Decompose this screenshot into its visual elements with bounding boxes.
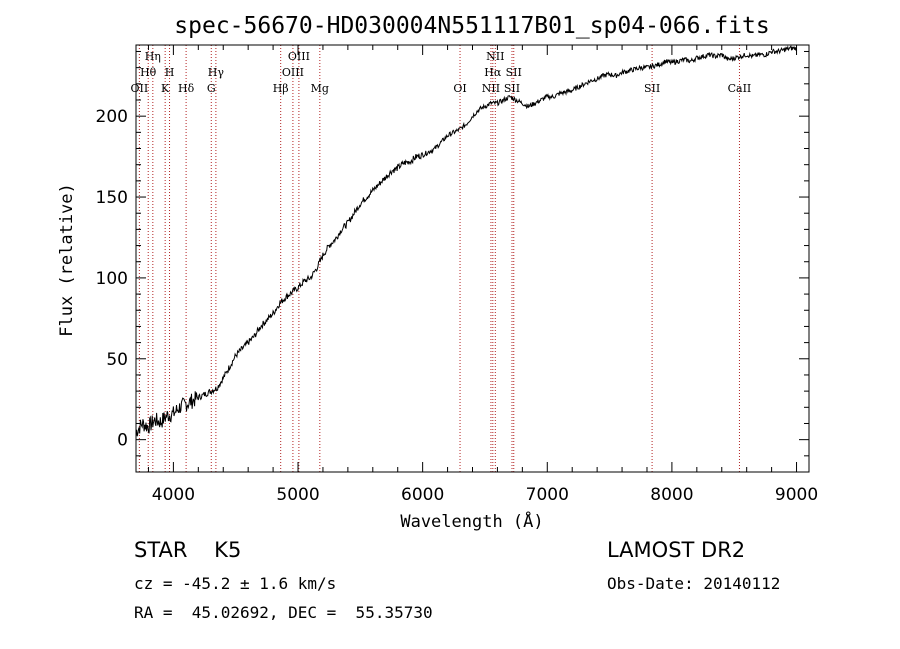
object-class: STAR K5 [134,538,242,562]
y-axis-label: Flux (relative) [57,183,77,337]
chart-title: spec-56670-HD030004N551117B01_sp04-066.f… [174,13,769,39]
spectral-line-label: OIII [282,66,304,79]
spectral-line-label: H [165,66,175,79]
spectral-line-label: NII [486,50,504,63]
y-tick-label: 200 [96,107,128,127]
x-axis-ticks: 4000 5000 6000 7000 8000 9000 [147,45,818,505]
x-tick-label: 8000 [650,485,693,505]
y-tick-label: 50 [106,350,128,370]
spectral-line-label: Hβ [273,82,289,95]
sky-coordinates: RA = 45.02692, DEC = 55.35730 [134,603,433,622]
spectral-line-label: SII [644,82,660,95]
spectral-line-label: Hδ [178,82,195,95]
spectral-line-label: OII [131,82,149,95]
x-tick-label: 4000 [152,485,195,505]
spectrum-line [135,45,797,437]
plot-frame [135,44,810,473]
spectral-line-label: OI [453,82,466,95]
spectral-line-label: Hα [484,66,502,79]
spectral-line-label: SII [504,82,520,95]
spectral-line-label: Mg [311,82,329,95]
x-tick-label: 7000 [526,485,569,505]
x-tick-label: 6000 [401,485,444,505]
spectral-line-label: CaII [728,82,752,95]
spectral-line-label: NII [482,82,500,95]
observation-date: Obs-Date: 20140112 [607,574,781,593]
spectral-line-label: Hθ [140,66,157,79]
spectral-line-label: G [207,82,216,95]
survey-name: LAMOST DR2 [607,538,746,562]
x-tick-label: 9000 [775,485,818,505]
x-tick-label: 5000 [276,485,319,505]
y-axis-ticks: 0 50 100 150 200 [96,50,809,457]
y-tick-label: 0 [117,431,128,451]
y-tick-label: 100 [96,269,128,289]
spectral-line-label: K [161,82,170,95]
spectral-line-label: Hη [145,50,161,63]
redshift-velocity: cz = -45.2 ± 1.6 km/s [134,574,337,593]
y-tick-label: 150 [96,188,128,208]
spectral-line-label: SII [506,66,522,79]
spectral-line-markers [138,45,740,472]
spectral-line-label: OIII [288,50,310,63]
x-axis-label: Wavelength (Å) [400,510,543,532]
spectral-line-label: Hγ [208,66,225,79]
